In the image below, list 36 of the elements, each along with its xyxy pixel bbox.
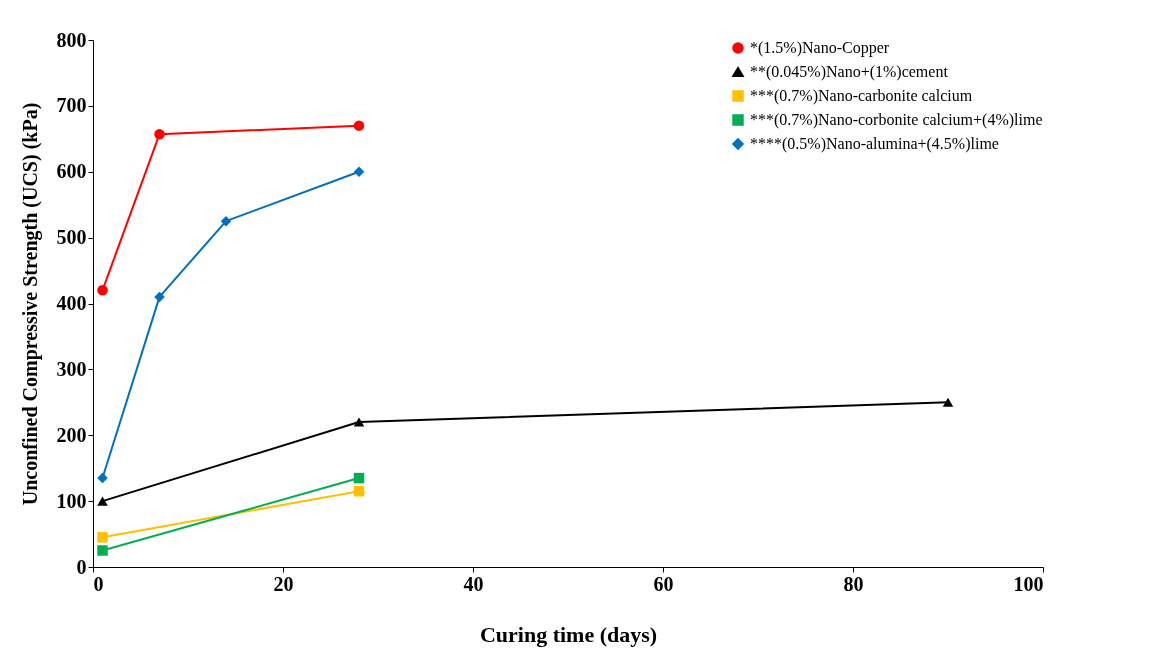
point [97, 496, 108, 506]
point [97, 545, 108, 556]
y-tick-label: 500 [56, 226, 87, 249]
x-tick-label: 100 [1013, 572, 1044, 595]
x-tick-label: 60 [653, 572, 674, 595]
legend-label: ****(0.5%)Nano-alumina+(4.5%)lime [750, 135, 999, 153]
point [353, 166, 365, 177]
y-tick-label: 600 [56, 160, 87, 183]
point [97, 472, 108, 484]
point [353, 120, 365, 131]
point [154, 291, 165, 303]
y-tick-label: 0 [76, 555, 87, 578]
point [353, 417, 365, 427]
x-tick-label: 80 [843, 572, 864, 595]
y-tick-label: 700 [56, 94, 87, 117]
y-tick-label: 200 [56, 423, 87, 446]
point [220, 215, 232, 227]
point [97, 532, 108, 543]
y-axis-title: Unconfined Compressive Strength (UCS) (kPa) [18, 102, 42, 506]
y-tick-label: 300 [56, 357, 87, 380]
point [353, 472, 365, 484]
x-tick-label: 20 [273, 572, 294, 595]
legend-label: **(0.045%)Nano+(1%)cement [750, 63, 949, 81]
y-tick-label: 100 [56, 489, 87, 512]
y-tick-label: 800 [56, 28, 87, 51]
legend-label: ***(0.7%)Nano-corbonite calcium+(4%)lime [750, 111, 1043, 129]
legend-label: ***(0.7%)Nano-carbonite calcium [750, 87, 973, 105]
point [353, 486, 365, 497]
point [97, 285, 108, 296]
x-axis-title: Curing time (days) [479, 621, 658, 647]
legend-label: *(1.5%)Nano-Copper [750, 39, 890, 57]
y-tick-label: 400 [56, 292, 87, 314]
point [154, 128, 165, 140]
x-tick-label: 40 [463, 572, 484, 595]
point [942, 397, 954, 407]
x-tick-label: 0 [93, 572, 104, 595]
